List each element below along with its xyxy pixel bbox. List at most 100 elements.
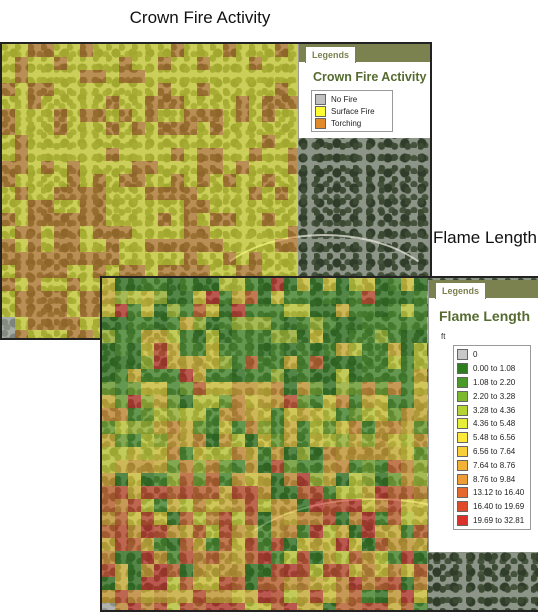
grid-cell [154,317,167,330]
grid-cell [141,525,154,538]
grid-cell [80,135,93,148]
grid-cell [67,148,80,161]
grid-cell [323,486,336,499]
grid-cell [167,538,180,551]
grid-cell [271,304,284,317]
grid-cell [93,252,106,265]
grid-cell [132,226,145,239]
grid-cell [388,564,401,577]
grid-cell [323,278,336,291]
grid-cell [28,291,41,304]
grid-cell [167,317,180,330]
grid-cell [210,239,223,252]
grid-cell [249,161,262,174]
grid-cell [284,486,297,499]
grid-cell [93,265,106,278]
grid-cell [206,382,219,395]
grid-cell [310,330,323,343]
grid-cell [375,343,388,356]
grid-cell [93,161,106,174]
grid-cell [297,434,310,447]
grid-cell [180,499,193,512]
grid-cell [232,577,245,590]
grid-cell [275,161,288,174]
grid-cell [128,317,141,330]
grid-cell [375,330,388,343]
grid-cell [284,590,297,603]
grid-cell [210,252,223,265]
grid-cell [275,187,288,200]
grid-cell [219,564,232,577]
grid-cell [323,434,336,447]
grid-cell [288,44,298,57]
grid-cell [167,603,180,610]
grid-cell [154,434,167,447]
grid-cell [158,187,171,200]
grid-cell [223,200,236,213]
grid-cell [388,486,401,499]
grid-cell [128,395,141,408]
grid-cell [262,200,275,213]
legends-tab[interactable]: Legends [435,282,487,299]
grid-cell [297,343,310,356]
grid-cell [119,252,132,265]
grid-cell [132,187,145,200]
grid-cell [197,148,210,161]
grid-cell [132,109,145,122]
crown-fire-grid [2,44,298,338]
grid-cell [67,109,80,122]
grid-cell [210,174,223,187]
grid-cell [128,486,141,499]
grid-cell [41,252,54,265]
grid-cell [297,291,310,304]
grid-cell [106,109,119,122]
grid-cell [275,265,288,278]
grid-cell [271,434,284,447]
grid-cell [80,83,93,96]
grid-cell [271,382,284,395]
grid-cell [275,109,288,122]
flame-length-grid [102,278,428,610]
grid-cell [154,603,167,610]
grid-cell [414,577,427,590]
grid-cell [297,460,310,473]
grid-cell [427,577,428,590]
grid-cell [232,525,245,538]
grid-cell [249,213,262,226]
grid-cell [219,590,232,603]
grid-cell [67,291,80,304]
grid-cell [80,252,93,265]
grid-cell [171,174,184,187]
grid-cell [297,408,310,421]
grid-cell [115,382,128,395]
legends-tab[interactable]: Legends [305,46,357,63]
grid-cell [223,187,236,200]
grid-cell [310,317,323,330]
grid-cell [271,525,284,538]
grid-cell [401,421,414,434]
grid-cell [106,174,119,187]
grid-cell [232,460,245,473]
grid-cell [401,486,414,499]
grid-cell [249,226,262,239]
grid-cell [362,525,375,538]
legend-swatch [457,376,468,388]
grid-cell [362,369,375,382]
grid-cell [249,135,262,148]
grid-cell [223,161,236,174]
grid-cell [310,564,323,577]
grid-cell [102,395,115,408]
grid-cell [323,499,336,512]
grid-cell [193,304,206,317]
grid-cell [288,83,298,96]
grid-cell [362,551,375,564]
grid-cell [171,96,184,109]
grid-cell [128,538,141,551]
grid-cell [362,512,375,525]
grid-cell [80,304,93,317]
grid-cell [427,603,428,610]
grid-cell [401,408,414,421]
grid-cell [297,304,310,317]
grid-cell [41,200,54,213]
legend-label: 16.40 to 19.69 [473,502,525,512]
